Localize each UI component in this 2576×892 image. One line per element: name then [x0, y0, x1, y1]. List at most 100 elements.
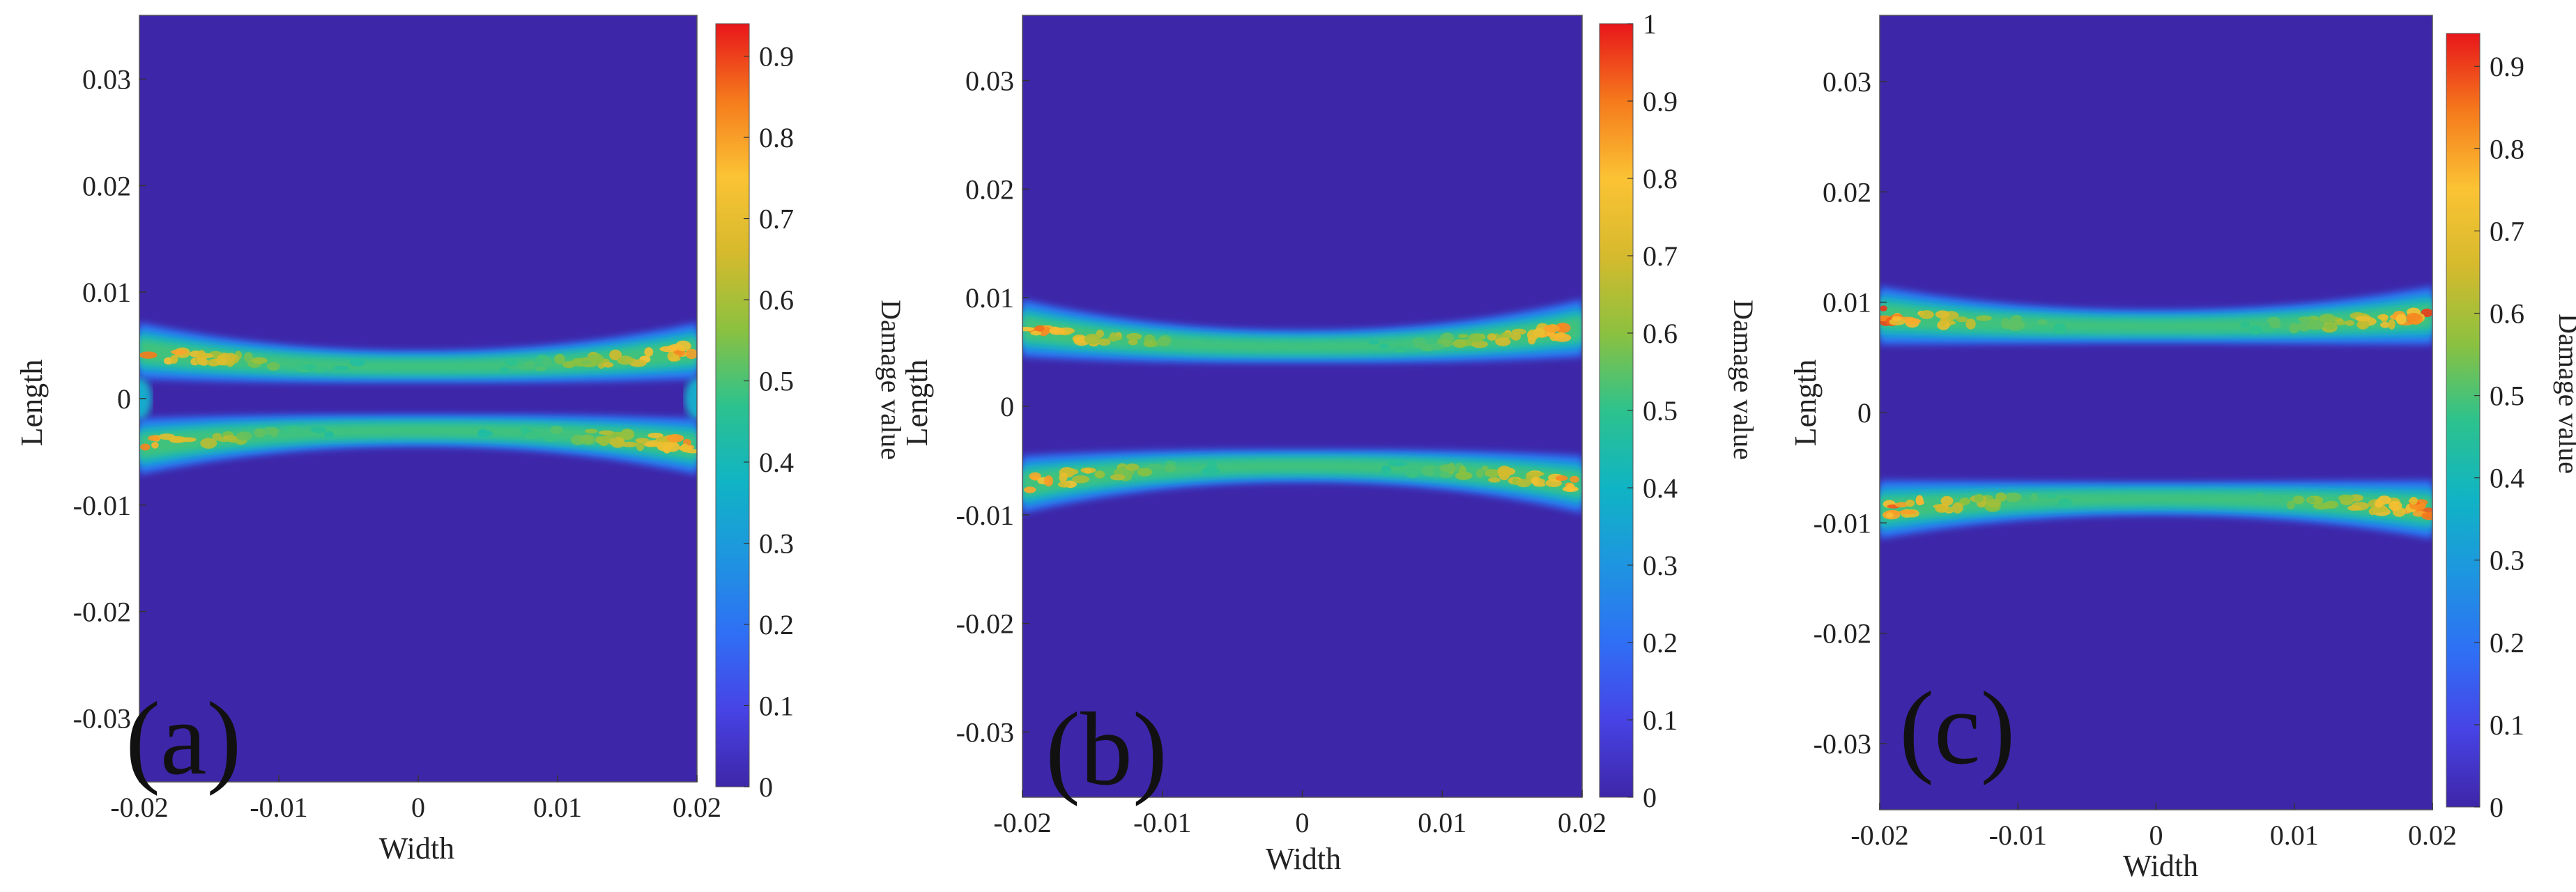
- panel-a-damage-spot: [236, 431, 252, 441]
- panel-b-damage-spot: [1163, 464, 1177, 472]
- panel-b-damage-spot: [1543, 324, 1561, 332]
- panel-a-damage-spot: [521, 426, 528, 434]
- panel-c-damage-spot: [1935, 310, 1950, 318]
- panel-a-xtick-label: -0.01: [250, 792, 307, 823]
- panel-b-damage-spot: [1390, 461, 1407, 467]
- panel-b-colorbar-tick-label: 0.9: [1643, 86, 1678, 117]
- panel-a-ytick-label: -0.01: [73, 490, 131, 521]
- panel-a-damage-spot: [227, 435, 236, 443]
- panel-a-colorbar-label: Damage value: [875, 300, 907, 460]
- panel-c-damage-spot: [2046, 493, 2057, 498]
- panel-c-damage-spot: [1986, 498, 2002, 508]
- panel-b-xtick-label: 0: [1296, 807, 1310, 838]
- panel-c-colorbar-tick-label: 0: [2490, 792, 2504, 823]
- panel-c-xlabel: Width: [2123, 849, 2198, 883]
- panel-a-damage-spot: [298, 363, 305, 370]
- panel-b-xtick-label: -0.02: [993, 807, 1051, 838]
- panel-c-damage-spot: [2345, 320, 2355, 326]
- panel-a-damage-spot: [598, 430, 615, 436]
- panel-b-damage-spot: [1566, 483, 1575, 492]
- panel-c-damage-spot: [2007, 319, 2025, 331]
- panel-a-damage-spot: [197, 350, 206, 357]
- panel-b-damage-spot: [1476, 469, 1484, 478]
- panel-a-colorbar-tick-label: 0.3: [759, 528, 794, 560]
- panel-a-damage-spot: [288, 427, 302, 436]
- panel-c-field-background: [1880, 15, 2432, 810]
- panel-b-colorbar-tick-label: 0.2: [1643, 627, 1678, 659]
- panel-c-damage-spot: [2286, 500, 2295, 509]
- panel-a-damage-spot: [480, 430, 493, 437]
- panel-c-xtick-label: -0.02: [1850, 820, 1908, 851]
- panel-b-damage-spot: [1107, 336, 1123, 341]
- panel-a-damage-spot: [608, 438, 620, 446]
- panel-a: -0.02 -0.01 0 0.01 0.02 -0.03 -0.02 -0.01 0 0.01 0…: [15, 15, 907, 866]
- panel-c-ytick-label: -0.02: [1814, 618, 1871, 649]
- panel-c-damage-spot: [1880, 305, 1887, 312]
- panel-b-damage-spot: [1452, 339, 1467, 348]
- panel-c-damage-spot: [1935, 505, 1949, 513]
- panel-b-damage-spot: [1405, 467, 1420, 478]
- panel-b-band-upper: [1022, 299, 1582, 363]
- panel-b-ytick-label: -0.01: [956, 500, 1014, 531]
- panel-b-damage-spot: [1526, 471, 1544, 477]
- panel-a-damage-spot: [158, 433, 176, 440]
- panel-b-damage-spot: [1030, 330, 1042, 336]
- panel-a-xtick-label: 0: [411, 792, 425, 823]
- panel-c-damage-spot: [1916, 500, 1924, 505]
- panel-b-colorbar-label: Damage value: [1728, 300, 1759, 460]
- panel-b-damage-spot: [1034, 325, 1045, 332]
- panel-c-xtick-label: 0.01: [2270, 820, 2319, 851]
- panel-b-damage-spot: [1510, 332, 1521, 341]
- panel-c-damage-spot: [2292, 495, 2305, 505]
- panel-a-damage-spot: [151, 442, 159, 449]
- panel-c-xtick-label: 0: [2149, 820, 2163, 851]
- panel-c-colorbar-tick-label: 0.8: [2490, 133, 2524, 164]
- panel-a-damage-spot: [635, 438, 650, 443]
- panel-a-damage-spot: [170, 355, 178, 364]
- panel-a-damage-spot: [617, 358, 624, 364]
- panel-c-colorbar-tick-label: 0.2: [2490, 627, 2524, 659]
- panel-a-xtick-label: -0.02: [110, 792, 168, 823]
- panel-c-damage-spot: [2032, 325, 2048, 331]
- panel-a-damage-spot: [200, 438, 217, 449]
- panel-c-damage-spot: [2409, 496, 2418, 505]
- panel-a-colorbar-tick-label: 0.8: [759, 122, 794, 153]
- panel-a-colorbar-tick-label: 0.1: [759, 691, 794, 722]
- panel-c-damage-field: [1880, 15, 2432, 810]
- panel-c-damage-spot: [2240, 321, 2251, 329]
- panel-b-damage-spot: [1495, 337, 1511, 346]
- panel-a-damage-spot: [644, 347, 654, 357]
- panel-b-damage-spot: [1137, 468, 1153, 477]
- panel-c-ytick-label: 0.02: [1823, 176, 1871, 208]
- panel-a-damage-spot: [333, 365, 349, 371]
- panel-b-damage-spot: [1072, 475, 1089, 484]
- panel-a-damage-spot: [140, 443, 151, 451]
- panel-b-damage-spot: [1146, 463, 1164, 470]
- panel-c-damage-spot: [1965, 318, 1976, 330]
- panel-b-colorbar-tick-label: 0.5: [1643, 395, 1678, 426]
- panel-a-damage-spot: [544, 433, 558, 442]
- panel-a-xlabel: Width: [379, 831, 454, 866]
- panel-b-damage-spot: [1488, 477, 1501, 483]
- panel-c-damage-spot: [1940, 495, 1954, 506]
- panel-c-damage-spot: [1940, 316, 1947, 327]
- panel-b-damage-spot: [1555, 323, 1571, 333]
- panel-a-damage-spot: [270, 427, 279, 438]
- panel-c-damage-spot: [2000, 318, 2011, 329]
- panel-b-panel-label: (b): [1045, 691, 1167, 807]
- panel-a-damage-spot: [659, 346, 677, 353]
- panel-b-damage-spot: [1393, 346, 1407, 353]
- panel-a-damage-spot: [535, 366, 546, 371]
- panel-a-damage-spot: [585, 429, 598, 433]
- panel-b-damage-spot: [1555, 475, 1568, 482]
- panel-a-damage-spot: [665, 441, 680, 452]
- panel-b-band-lower: [1022, 449, 1582, 514]
- panel-a-band-lower: [139, 414, 697, 475]
- panel-c-damage-spot: [2057, 498, 2073, 507]
- panel-c-damage-spot: [1952, 502, 1963, 514]
- panel-c-damage-spot: [1885, 512, 1894, 518]
- panel-a-damage-spot: [643, 441, 658, 447]
- panel-b-ytick-label: -0.03: [956, 717, 1014, 748]
- panel-a-edge-spot: [684, 378, 697, 420]
- panel-b-damage-spot: [1191, 339, 1203, 346]
